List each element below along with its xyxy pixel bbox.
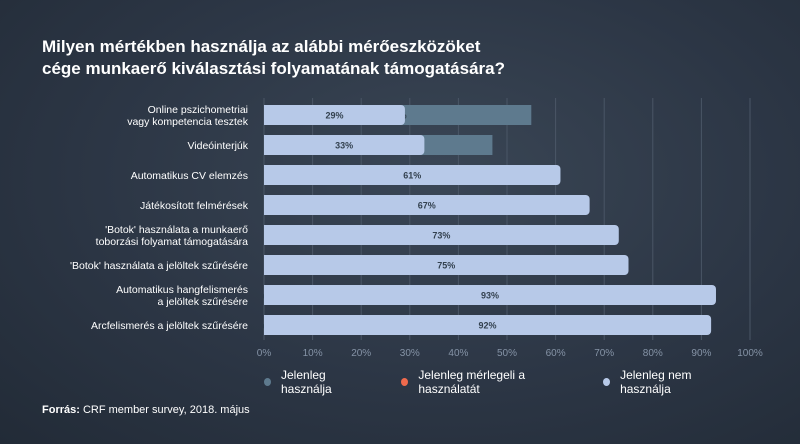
bar-segment-not-using-edge <box>264 135 270 155</box>
bar-segment-not-using <box>264 105 405 125</box>
x-tick-label: 60% <box>546 348 566 359</box>
data-label: 93% <box>481 291 499 301</box>
bar-segment-not-using-edge <box>264 285 270 305</box>
x-tick-label: 70% <box>594 348 614 359</box>
chart-legend: Jelenleg használja Jelenleg mérlegeli a … <box>264 368 764 396</box>
legend-item-using: Jelenleg használja <box>264 368 367 396</box>
bar-segment-not-using <box>264 165 561 185</box>
bar-segment-not-using <box>264 225 619 245</box>
bar-segment-not-using-edge <box>264 165 270 185</box>
bar-segment-not-using <box>264 255 629 275</box>
legend-dot-using <box>264 378 271 386</box>
data-label: 75% <box>437 261 455 271</box>
category-label: 'Botok' használata a munkaerő <box>105 224 248 236</box>
x-tick-label: 90% <box>691 348 711 359</box>
x-tick-label: 50% <box>497 348 517 359</box>
x-tick-label: 30% <box>400 348 420 359</box>
legend-dot-not-using <box>603 378 611 386</box>
data-label: 33% <box>335 141 353 151</box>
bar-segment-not-using-edge <box>264 225 270 245</box>
category-label: Automatikus CV elemzés <box>131 170 248 182</box>
category-label: vagy kompetencia tesztek <box>127 116 249 128</box>
data-label: 67% <box>418 201 436 211</box>
chart-title-line2: cége munkaerő kiválasztási folyamatának … <box>42 59 505 78</box>
legend-label-not-using: Jelenleg nem használja <box>620 368 692 396</box>
x-tick-label: 80% <box>643 348 663 359</box>
category-label: a jelöltek szűrésére <box>158 296 249 308</box>
x-tick-label: 20% <box>351 348 371 359</box>
legend-item-not-using: Jelenleg nem használja <box>603 368 730 396</box>
chart-title-line1: Milyen mértékben használja az alábbi mér… <box>42 37 481 56</box>
bar-segment-not-using <box>264 285 716 305</box>
bar-segment-not-using <box>264 135 425 155</box>
source-label: Forrás: <box>42 404 80 416</box>
data-label: 29% <box>325 111 343 121</box>
source-text: CRF member survey, 2018. május <box>79 404 250 416</box>
category-label: Online pszichometriai <box>148 104 248 116</box>
category-label: Videóinterjúk <box>187 140 248 152</box>
data-label: 73% <box>432 231 450 241</box>
bar-segment-not-using <box>264 315 712 335</box>
legend-label-considering: Jelenleg mérlegeli a használatát <box>418 368 526 396</box>
category-label: toborzási folyamat támogatására <box>96 236 248 248</box>
legend-label-using: Jelenleg használja <box>281 368 332 396</box>
bar-segment-not-using-edge <box>264 255 270 275</box>
x-tick-label: 100% <box>737 348 763 359</box>
bar-segment-not-using-edge <box>264 105 270 125</box>
bar-segment-not-using-edge <box>264 315 270 335</box>
category-label: 'Botok' használata a jelöltek szűrésére <box>70 260 248 272</box>
category-label: Automatikus hangfelismerés <box>116 284 248 296</box>
bar-segment-not-using <box>264 195 590 215</box>
x-tick-label: 10% <box>303 348 323 359</box>
bar-segment-not-using-edge <box>264 195 270 215</box>
category-label: Játékosított felmérések <box>140 200 249 212</box>
data-label: 92% <box>479 321 497 331</box>
x-tick-label: 0% <box>257 348 272 359</box>
legend-item-considering: Jelenleg mérlegeli a használatát <box>401 368 569 396</box>
source-note: Forrás: CRF member survey, 2018. május <box>42 404 250 416</box>
data-label: 61% <box>403 171 421 181</box>
category-label: Arcfelismerés a jelöltek szűrésére <box>91 320 248 332</box>
legend-dot-considering <box>401 378 409 386</box>
chart-title: Milyen mértékben használja az alábbi mér… <box>42 36 662 80</box>
x-tick-label: 40% <box>448 348 468 359</box>
